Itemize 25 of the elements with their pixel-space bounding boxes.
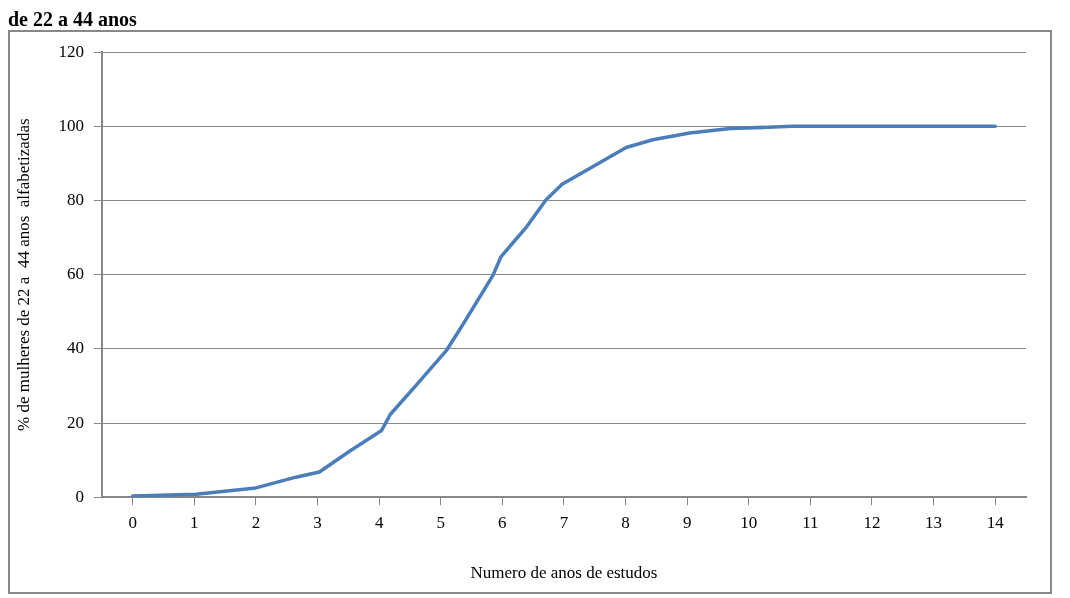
x-tick-label: 9 [682, 512, 692, 532]
x-tick-label: 11 [802, 512, 819, 532]
y-axis-title: % de mulheres de 22 a 44 anos alfabetizadas [13, 118, 33, 431]
x-tick-label: 0 [128, 512, 137, 532]
x-tick-label: 1 [190, 512, 199, 532]
x-tick-label: 12 [863, 512, 881, 532]
x-tick-label: 2 [251, 512, 261, 532]
y-tick-label: 80 [66, 190, 84, 209]
x-tick-label: 5 [436, 512, 445, 532]
chart-title: de 22 a 44 anos [8, 8, 138, 30]
x-tick-label: 8 [621, 512, 630, 532]
y-tick-label: 120 [58, 41, 84, 61]
y-tick-label: 60 [66, 264, 84, 284]
x-tick-label: 14 [986, 512, 1005, 532]
y-tick-label: 20 [66, 412, 84, 432]
x-tick-label: 7 [559, 512, 569, 532]
x-tick-label: 13 [925, 512, 943, 532]
x-tick-label: 6 [498, 512, 507, 532]
x-tick-label: 4 [374, 512, 384, 532]
y-tick-label: 0 [75, 486, 84, 506]
y-tick-label: 40 [66, 338, 84, 358]
y-tick-label: 100 [58, 115, 84, 135]
x-tick-label: 3 [313, 512, 322, 532]
x-axis-title: Numero de anos de estudos [470, 563, 658, 583]
x-tick-label: 10 [740, 512, 758, 532]
